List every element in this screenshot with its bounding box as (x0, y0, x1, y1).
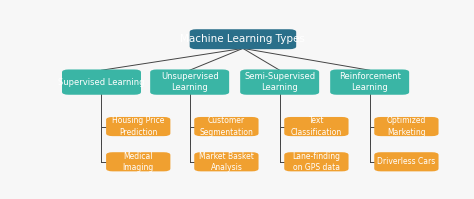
Text: Unsupervised
Learning: Unsupervised Learning (161, 72, 219, 92)
FancyBboxPatch shape (374, 152, 438, 171)
FancyBboxPatch shape (190, 29, 296, 49)
FancyBboxPatch shape (330, 69, 409, 95)
Text: Driverless Cars: Driverless Cars (377, 157, 436, 166)
FancyBboxPatch shape (62, 69, 141, 95)
Text: Supervised Learning: Supervised Learning (58, 78, 145, 87)
Text: Reinforcement
Learning: Reinforcement Learning (339, 72, 401, 92)
Text: Lane-finding
on GPS data: Lane-finding on GPS data (292, 152, 340, 172)
FancyBboxPatch shape (106, 152, 170, 171)
Text: Housing Price
Prediction: Housing Price Prediction (112, 116, 164, 137)
FancyBboxPatch shape (284, 152, 348, 171)
Text: Customer
Segmentation: Customer Segmentation (200, 116, 253, 137)
Text: Optimized
Marketing: Optimized Marketing (387, 116, 426, 137)
Text: Machine Learning Types: Machine Learning Types (181, 34, 305, 44)
Text: Semi-Supervised
Learning: Semi-Supervised Learning (244, 72, 315, 92)
FancyBboxPatch shape (194, 152, 258, 171)
FancyBboxPatch shape (284, 117, 348, 136)
FancyBboxPatch shape (106, 117, 170, 136)
FancyBboxPatch shape (194, 117, 258, 136)
Text: Medical
Imaging: Medical Imaging (123, 152, 154, 172)
FancyBboxPatch shape (374, 117, 438, 136)
FancyBboxPatch shape (240, 69, 319, 95)
Text: Text
Classification: Text Classification (291, 116, 342, 137)
FancyBboxPatch shape (150, 69, 229, 95)
Text: Market Basket
Analysis: Market Basket Analysis (199, 152, 254, 172)
